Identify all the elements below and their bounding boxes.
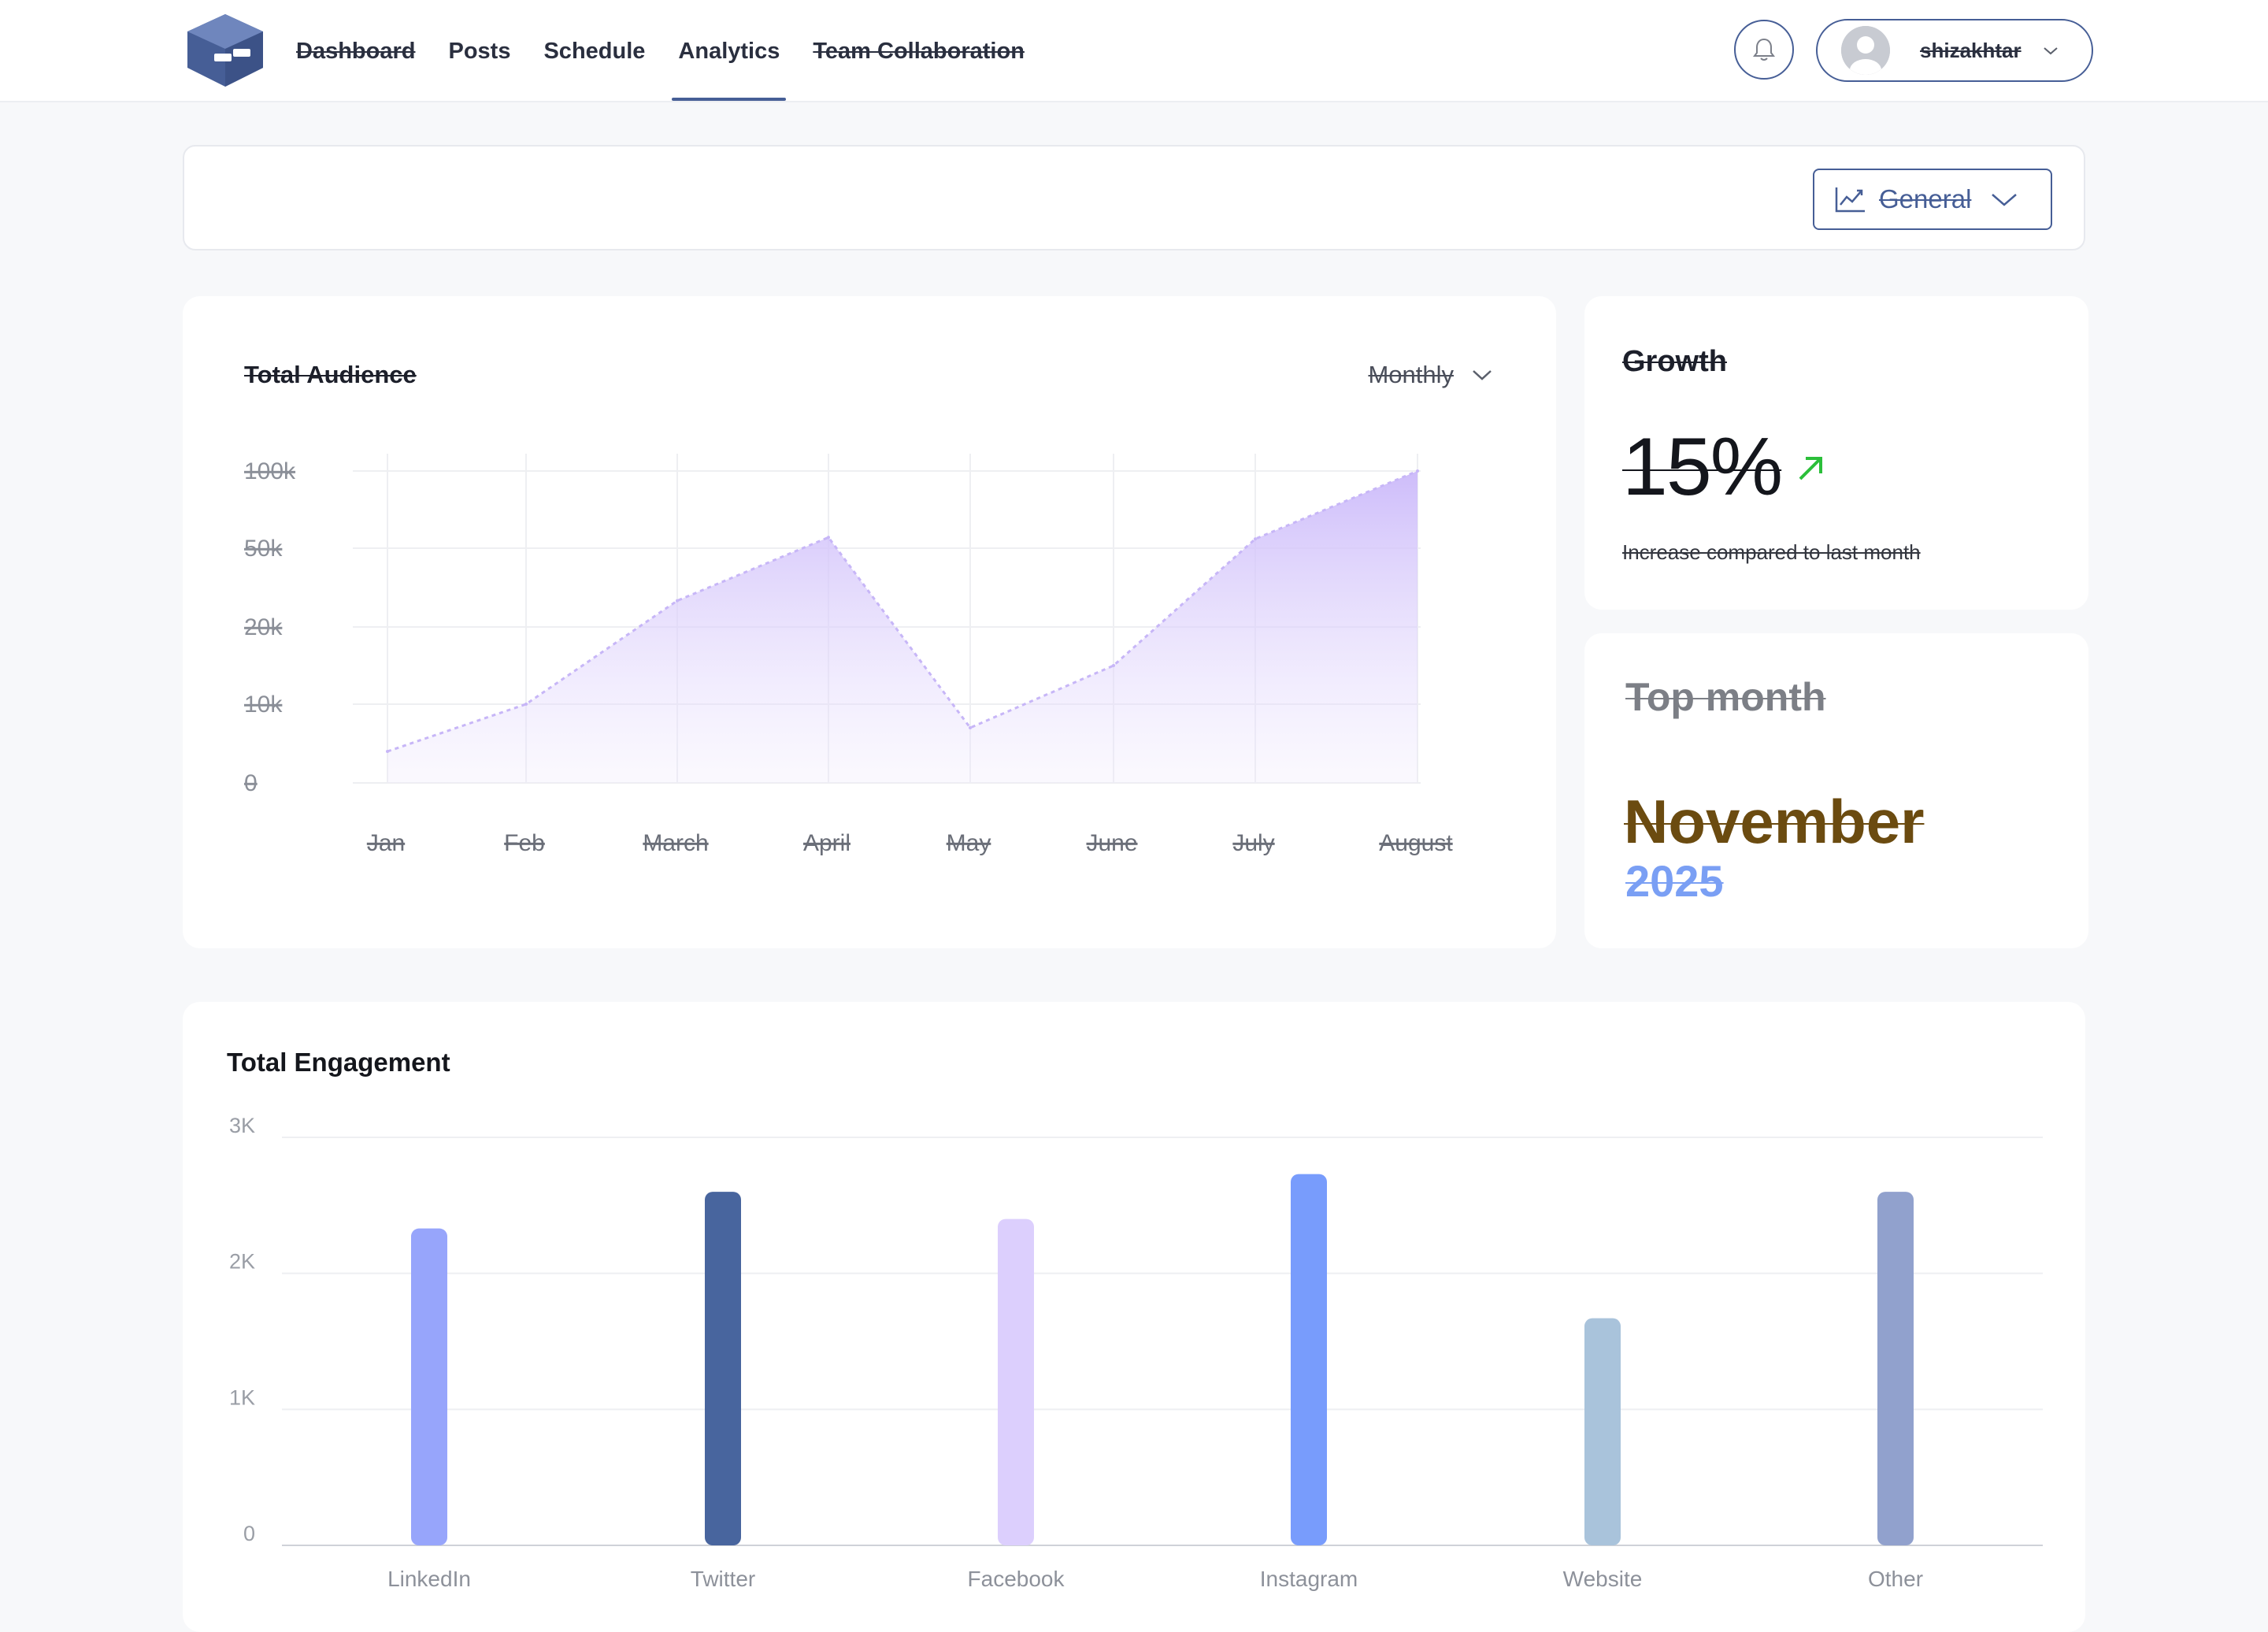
engagement-y-tick: 2K (229, 1250, 255, 1274)
user-menu-button[interactable]: shizakhtar (1816, 19, 2093, 82)
audience-x-tick: June (1086, 830, 1137, 856)
engagement-bar-linkedin[interactable] (411, 1228, 447, 1545)
audience-y-tick: 20k (244, 614, 283, 640)
growth-card: Growth 15% Increase compared to last mon… (1584, 296, 2088, 610)
nav-analytics[interactable]: Analytics (672, 0, 787, 101)
user-name: shizakhtar (1920, 38, 2022, 62)
arrow-up-right-icon (1799, 457, 1822, 480)
audience-point (827, 536, 830, 540)
engagement-y-tick: 0 (243, 1522, 255, 1545)
growth-value: 15% (1622, 421, 1783, 513)
general-filter-dropdown[interactable]: General (1813, 169, 2052, 230)
total-engagement-chart: 3K 2K 1K 0 LinkedIn Twitter Facebook Instagram… (229, 1114, 2043, 1591)
filter-bar: General (183, 145, 2085, 250)
audience-x-tick: August (1379, 830, 1453, 856)
trend-chart-icon (1835, 187, 1865, 213)
engagement-x-tick: Twitter (691, 1567, 755, 1591)
total-audience-title: Total Audience (244, 361, 417, 388)
engagement-x-tick: Facebook (968, 1567, 1065, 1591)
engagement-bar-instagram[interactable] (1291, 1174, 1327, 1545)
total-engagement-title: Total Engagement (227, 1048, 450, 1077)
app-logo-icon[interactable] (184, 11, 266, 90)
nav-dashboard[interactable]: Dashboard (296, 39, 416, 64)
growth-title: Growth (1622, 345, 1727, 378)
main-nav: Dashboard Posts Schedule Analytics Team … (296, 0, 1025, 101)
audience-point (1416, 469, 1419, 473)
period-label: Monthly (1368, 361, 1454, 388)
chevron-down-icon (1473, 370, 1492, 380)
audience-point (676, 599, 679, 603)
nav-schedule[interactable]: Schedule (543, 39, 646, 64)
audience-point (969, 726, 972, 729)
audience-x-tick: March (643, 830, 708, 856)
audience-point (386, 750, 389, 753)
engagement-bar-website[interactable] (1584, 1318, 1621, 1545)
audience-y-tick: 50k (244, 536, 283, 562)
total-audience-chart: 100k 50k 20k 10k 0 Jan Feb March April May June Ju… (244, 454, 1453, 856)
engagement-y-tick: 3K (229, 1114, 255, 1137)
chevron-down-icon (1992, 194, 2018, 206)
engagement-x-tick: Instagram (1260, 1567, 1358, 1591)
chevron-down-icon (2044, 47, 2058, 55)
engagement-x-tick: Other (1868, 1567, 1923, 1591)
engagement-bar-other[interactable] (1877, 1192, 1914, 1545)
nav-posts[interactable]: Posts (448, 39, 511, 64)
audience-x-tick: May (947, 830, 991, 856)
audience-point (1254, 537, 1257, 541)
nav-team-collaboration[interactable]: Team Collaboration (813, 39, 1025, 64)
bell-icon (1753, 38, 1775, 61)
default-avatar-icon (1841, 26, 1890, 75)
total-engagement-card: Total Engagement 3K 2K 1K 0 LinkedIn Twitter… (183, 1002, 2085, 1632)
engagement-y-tick: 1K (229, 1385, 255, 1409)
engagement-x-tick: LinkedIn (387, 1567, 471, 1591)
audience-x-tick: Feb (504, 830, 545, 856)
general-filter-label: General (1879, 184, 1972, 213)
audience-y-tick: 100k (244, 458, 296, 484)
notifications-button[interactable] (1734, 20, 1794, 80)
audience-x-tick: April (803, 830, 850, 856)
avatar (1841, 26, 1890, 75)
audience-point (1112, 664, 1115, 667)
engagement-x-tick: Website (1563, 1567, 1643, 1591)
engagement-bar-facebook[interactable] (998, 1218, 1034, 1545)
engagement-bar-twitter[interactable] (705, 1192, 741, 1545)
audience-area (387, 471, 1418, 783)
period-dropdown[interactable]: Monthly (1368, 361, 1493, 389)
top-month-card: Top month November 2025 (1584, 633, 2088, 948)
audience-line (387, 469, 1418, 753)
audience-x-tick: July (1232, 830, 1274, 856)
audience-x-tick: Jan (367, 830, 405, 856)
growth-note: Increase compared to last month (1622, 540, 1921, 564)
top-month-title: Top month (1625, 675, 1826, 719)
top-month-name: November (1624, 787, 1925, 856)
top-month-year: 2025 (1625, 856, 1724, 906)
audience-y-tick: 0 (244, 770, 258, 796)
top-navigation-bar: Dashboard Posts Schedule Analytics Team … (0, 0, 2268, 102)
audience-point (524, 703, 528, 706)
total-audience-card: 100k 50k 20k 10k 0 Jan Feb March April May June Ju… (183, 296, 1556, 948)
audience-y-tick: 10k (244, 692, 283, 718)
